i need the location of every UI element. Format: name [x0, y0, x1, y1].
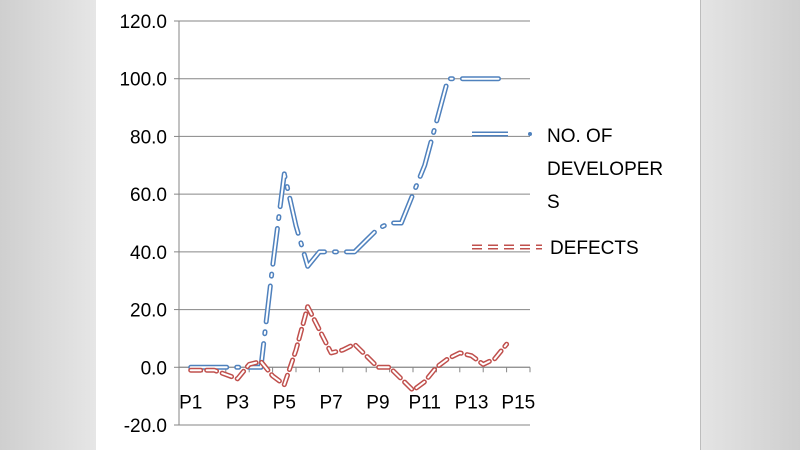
x-tick-label: P7: [319, 392, 342, 413]
y-tick-label: -20.0: [124, 416, 167, 437]
legend-developers-label: DEVELOPER: [547, 159, 663, 180]
right-background: [700, 0, 800, 450]
line-chart: 120.0 100.0 80.0 60.0 40.0 20.0 0.0 -20.0 P1 P3 P5…: [119, 12, 663, 437]
left-background: [0, 0, 96, 450]
x-tick-label: P15: [501, 392, 535, 413]
developers-series-line-inner: [189, 77, 508, 369]
legend-defects-label: DEFECTS: [550, 238, 639, 259]
legend-developers-dot: [528, 132, 532, 136]
y-tick-label: 80.0: [130, 127, 167, 148]
y-tick-label: 20.0: [130, 301, 167, 322]
legend-developers-label: NO. OF: [547, 126, 612, 147]
y-tick-label: 60.0: [130, 185, 167, 206]
y-tick-label: 120.0: [119, 12, 167, 33]
y-tick-label: 100.0: [119, 70, 167, 91]
y-tick-label: 40.0: [130, 243, 167, 264]
y-tick-label: 0.0: [141, 358, 167, 379]
x-tick-label: P9: [366, 392, 389, 413]
x-tick-label: P5: [273, 392, 296, 413]
developers-series-line: [188, 76, 510, 370]
x-tick-label: P11: [408, 392, 440, 413]
x-tick-label: P3: [226, 392, 249, 413]
legend-developers-label: S: [547, 192, 560, 213]
defects-series-line-inner: [189, 305, 508, 392]
chart-panel: 120.0 100.0 80.0 60.0 40.0 20.0 0.0 -20.0 P1 P3 P5…: [96, 0, 701, 450]
x-tick-label: P13: [455, 392, 489, 413]
x-tick-label: P1: [179, 392, 202, 413]
